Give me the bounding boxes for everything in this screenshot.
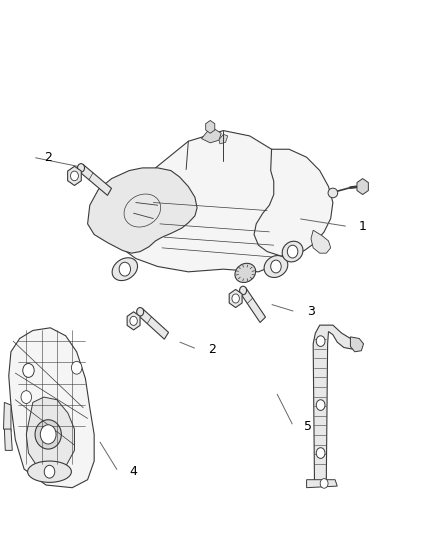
Polygon shape	[127, 312, 140, 330]
Polygon shape	[307, 480, 337, 488]
Text: 2: 2	[208, 343, 216, 356]
Polygon shape	[67, 166, 81, 185]
Circle shape	[271, 260, 281, 273]
Polygon shape	[201, 129, 221, 143]
Ellipse shape	[264, 255, 288, 278]
Circle shape	[23, 364, 34, 377]
Polygon shape	[4, 429, 12, 450]
Polygon shape	[357, 179, 368, 195]
Circle shape	[40, 425, 56, 444]
Polygon shape	[4, 402, 11, 432]
Polygon shape	[79, 164, 112, 196]
Ellipse shape	[28, 461, 71, 482]
Polygon shape	[26, 397, 74, 472]
Ellipse shape	[235, 263, 256, 282]
Circle shape	[21, 391, 32, 403]
Circle shape	[316, 400, 325, 410]
Polygon shape	[240, 288, 265, 322]
Polygon shape	[125, 131, 315, 272]
Ellipse shape	[282, 241, 303, 262]
Ellipse shape	[78, 164, 85, 172]
Polygon shape	[229, 289, 242, 308]
Circle shape	[287, 245, 298, 258]
Circle shape	[232, 294, 239, 303]
Text: 3: 3	[307, 305, 314, 318]
Polygon shape	[311, 230, 331, 253]
Text: 4: 4	[129, 465, 137, 478]
Circle shape	[320, 479, 328, 488]
Circle shape	[119, 262, 131, 276]
Ellipse shape	[240, 286, 247, 295]
Polygon shape	[254, 149, 333, 256]
Polygon shape	[219, 134, 228, 144]
Circle shape	[316, 448, 325, 458]
Circle shape	[316, 336, 325, 346]
Text: 5: 5	[304, 420, 312, 433]
Ellipse shape	[137, 308, 144, 316]
Polygon shape	[350, 337, 364, 352]
Polygon shape	[206, 120, 215, 133]
Polygon shape	[313, 325, 357, 482]
Text: 2: 2	[44, 151, 52, 164]
Circle shape	[130, 316, 138, 325]
Polygon shape	[138, 309, 169, 339]
Polygon shape	[88, 168, 197, 253]
Circle shape	[71, 171, 78, 181]
Polygon shape	[9, 328, 94, 488]
Text: 1: 1	[359, 220, 367, 233]
Circle shape	[71, 361, 82, 374]
Ellipse shape	[35, 420, 61, 449]
Ellipse shape	[328, 188, 338, 198]
Ellipse shape	[112, 258, 138, 280]
Circle shape	[44, 465, 55, 478]
